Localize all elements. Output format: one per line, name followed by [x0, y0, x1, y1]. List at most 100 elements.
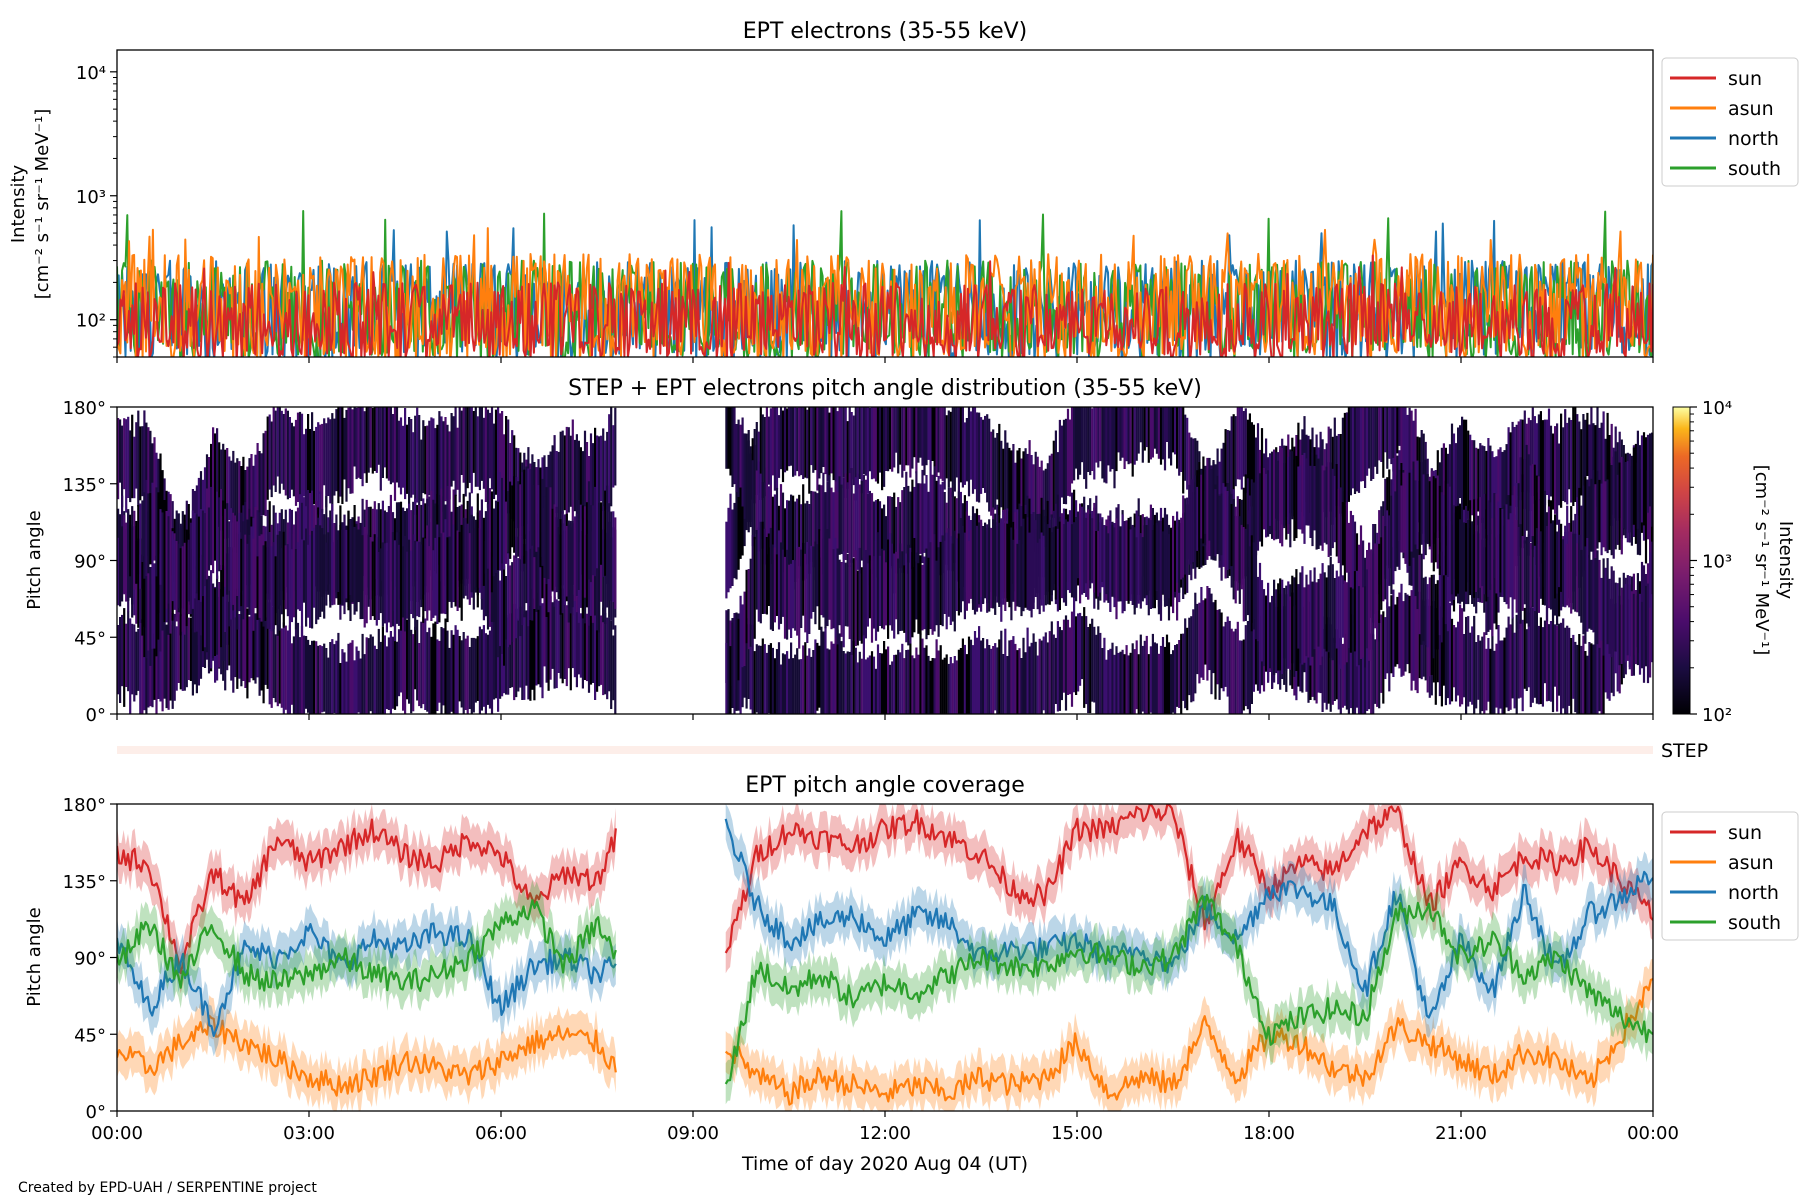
heatmap-cell — [895, 506, 898, 574]
heatmap-cell — [832, 407, 835, 481]
panel1-xaxis — [116, 357, 1654, 363]
heatmap-cell — [1608, 463, 1611, 550]
heatmap-cell — [883, 550, 886, 630]
heatmap-cell — [897, 649, 900, 714]
heatmap-cell — [804, 503, 807, 579]
heatmap-cell — [1117, 652, 1120, 714]
heatmap-cell — [1010, 527, 1013, 621]
heatmap-cell — [422, 616, 425, 705]
heatmap-cell — [1167, 534, 1171, 599]
heatmap-cell — [159, 613, 162, 702]
heatmap-cell — [602, 506, 605, 577]
heatmap-cell — [179, 614, 182, 690]
heatmap-cell — [1398, 407, 1401, 446]
heatmap-cell — [820, 626, 823, 714]
heatmap-cell — [1222, 483, 1225, 567]
heatmap-cell — [759, 473, 762, 540]
heatmap-cell — [1473, 615, 1476, 714]
heatmap-cell — [167, 516, 170, 604]
heatmap-cell — [1020, 458, 1023, 528]
heatmap-cell — [604, 440, 607, 510]
heatmap-cell — [743, 433, 746, 519]
heatmap-cell — [426, 632, 429, 712]
heatmap-cell — [1549, 425, 1553, 497]
heatmap-cell — [1410, 523, 1413, 586]
heatmap-cell — [1450, 423, 1454, 522]
heatmap-cell — [321, 528, 324, 612]
heatmap-cell — [986, 414, 989, 503]
heatmap-cell — [143, 492, 146, 579]
heatmap-cell — [272, 542, 275, 630]
heatmap-cell — [359, 407, 362, 479]
heatmap-cell — [484, 541, 487, 617]
heatmap-cell — [569, 520, 572, 614]
heatmap-cell — [1101, 407, 1104, 479]
heatmap-cell — [1477, 448, 1480, 512]
heatmap-cell — [1256, 576, 1260, 642]
heatmap-cell — [436, 424, 439, 521]
heatmap-cell — [205, 575, 209, 653]
heatmap-cell — [127, 611, 130, 692]
heatmap-cell — [1012, 636, 1015, 714]
heatmap-cell — [535, 467, 538, 552]
heatmap-cell — [913, 538, 916, 633]
heatmap-cell — [887, 539, 890, 639]
heatmap-cell — [1364, 586, 1367, 668]
heatmap-cell — [1551, 520, 1555, 607]
heatmap-cell — [1062, 619, 1066, 693]
heatmap-cell — [331, 413, 334, 511]
heatmap-cell — [1541, 627, 1544, 707]
heatmap-cell — [505, 501, 508, 564]
heatmap-cell — [810, 407, 813, 466]
heatmap-cell — [862, 635, 865, 714]
coverage-band-asun — [725, 958, 1653, 1111]
heatmap-cell — [959, 648, 962, 714]
heatmap-cell — [1226, 430, 1229, 508]
heatmap-cell — [494, 542, 498, 639]
coverage-band-sun — [117, 804, 616, 994]
heatmap-cell — [1651, 541, 1653, 640]
heatmap-cell — [1430, 574, 1433, 675]
heatmap-cell — [606, 617, 609, 700]
heatmap-cell — [1133, 407, 1136, 465]
heatmap-cell — [499, 580, 502, 647]
heatmap-cell — [212, 427, 215, 519]
heatmap-cell — [600, 615, 603, 685]
heatmap-cell — [1590, 643, 1593, 714]
heatmap-cell — [309, 644, 312, 714]
heatmap-cell — [478, 626, 481, 714]
heatmap-cell — [442, 496, 445, 560]
heatmap-cell — [1161, 637, 1165, 714]
heatmap-cell — [141, 538, 144, 636]
heatmap-cell — [828, 538, 831, 620]
heatmap-cell — [1454, 443, 1458, 520]
heatmap-cell — [915, 552, 918, 620]
heatmap-cell — [434, 621, 437, 714]
heatmap-cell — [545, 608, 548, 683]
heatmap-cell — [822, 472, 825, 575]
heatmap-cell — [814, 491, 817, 581]
heatmap-cell — [747, 430, 750, 523]
heatmap-cell — [1564, 627, 1567, 714]
heatmap-cell — [149, 642, 152, 707]
heatmap-cell — [1485, 509, 1488, 602]
heatmap-cell — [133, 510, 136, 590]
heatmap-cell — [1612, 570, 1615, 650]
panel2-ylabel: Pitch angle — [24, 510, 45, 609]
heatmap-cell — [796, 407, 799, 472]
heatmap-cell — [1313, 466, 1316, 531]
heatmap-cell — [1562, 539, 1565, 607]
heatmap-cell — [349, 407, 352, 494]
heatmap-cell — [509, 565, 512, 645]
heatmap-cell — [1410, 590, 1413, 691]
heatmap-cell — [1216, 609, 1219, 685]
heatmap-cell — [1269, 602, 1272, 669]
heatmap-cell — [292, 533, 295, 618]
heatmap-cell — [860, 658, 863, 714]
heatmap-cell — [1452, 625, 1456, 688]
heatmap-cell — [264, 541, 267, 621]
heatmap-cell — [1056, 452, 1059, 515]
heatmap-cell — [583, 430, 587, 518]
heatmap-cell — [1004, 430, 1007, 522]
heatmap-cell — [917, 407, 920, 463]
